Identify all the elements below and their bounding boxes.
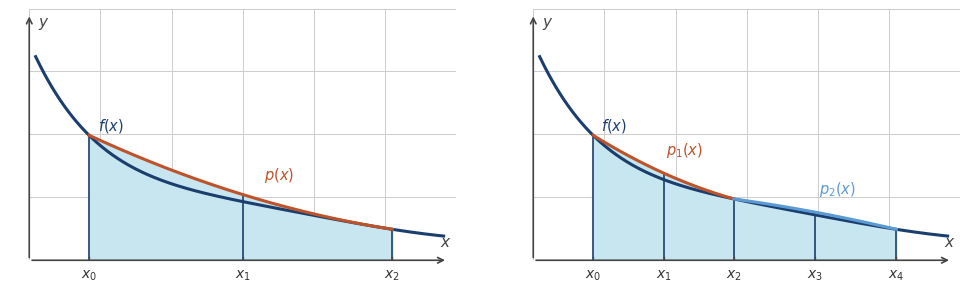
Text: $p(x)$: $p(x)$ bbox=[264, 166, 294, 185]
Text: $x_0$: $x_0$ bbox=[81, 269, 98, 283]
Text: $x_1$: $x_1$ bbox=[235, 269, 251, 283]
Text: $x_3$: $x_3$ bbox=[807, 269, 823, 283]
Text: $x_1$: $x_1$ bbox=[655, 269, 672, 283]
Text: $p_2(x)$: $p_2(x)$ bbox=[819, 180, 856, 199]
Text: $x_2$: $x_2$ bbox=[726, 269, 742, 283]
Text: $x$: $x$ bbox=[944, 235, 956, 250]
Text: $x$: $x$ bbox=[440, 235, 451, 250]
Text: $x_0$: $x_0$ bbox=[585, 269, 601, 283]
Text: $y$: $y$ bbox=[38, 16, 50, 32]
Text: $p_1(x)$: $p_1(x)$ bbox=[666, 141, 703, 160]
Text: $f(x)$: $f(x)$ bbox=[601, 117, 627, 135]
Text: $y$: $y$ bbox=[542, 16, 554, 32]
Text: $x_2$: $x_2$ bbox=[384, 269, 400, 283]
Text: $f(x)$: $f(x)$ bbox=[98, 117, 124, 135]
Text: $x_4$: $x_4$ bbox=[888, 269, 905, 283]
